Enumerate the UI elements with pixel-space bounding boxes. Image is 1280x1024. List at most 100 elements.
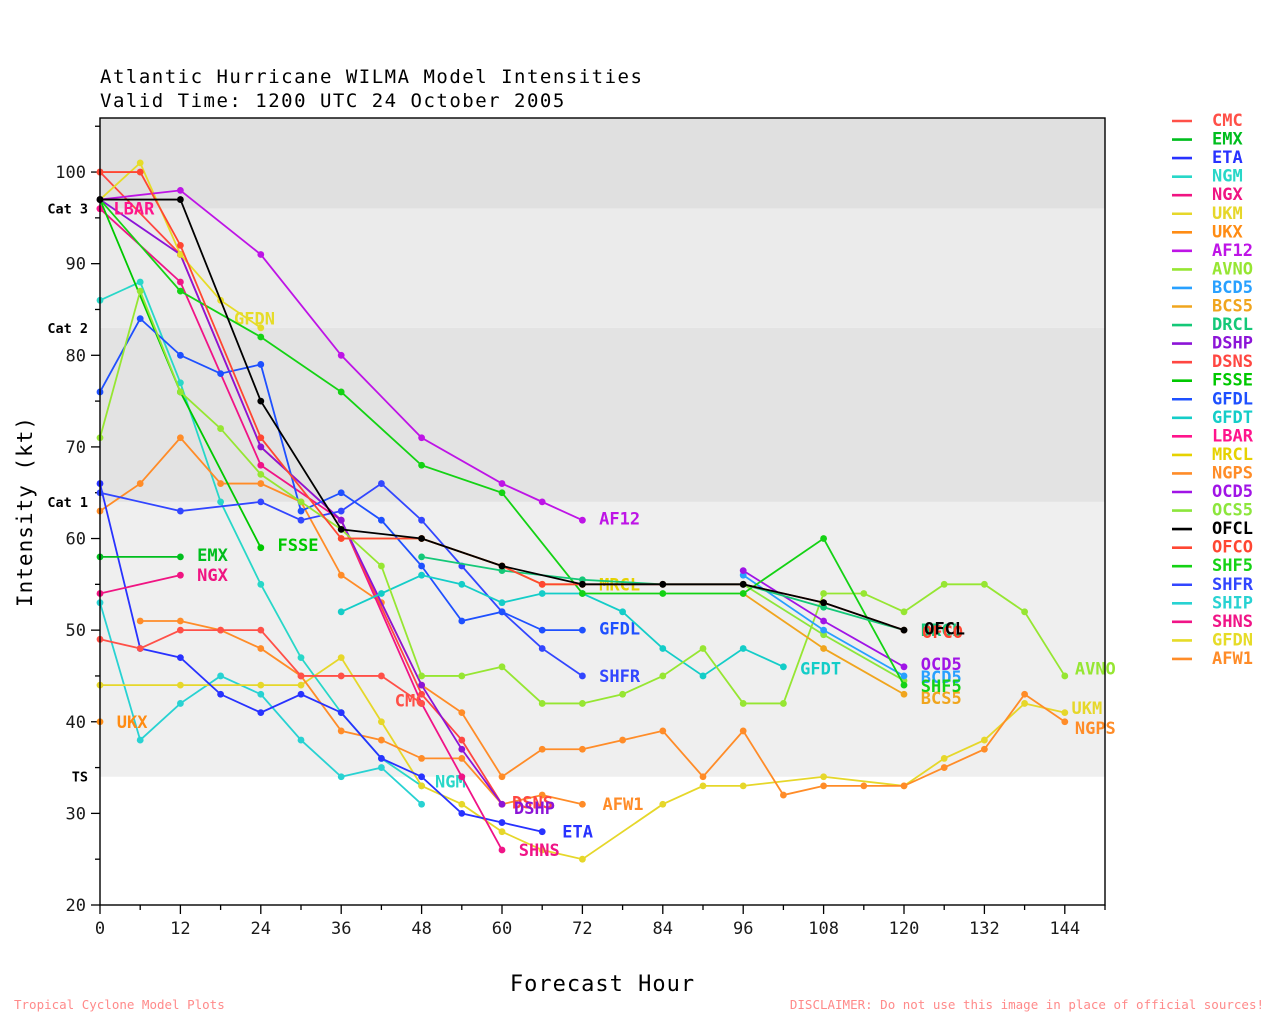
series-point-OCD5 [739,567,747,574]
series-label-BCD5: BCD5 [921,668,962,688]
series-point-UKM [458,800,466,808]
category-band-1 [100,208,1105,328]
legend-label-GFDL: GFDL [1212,389,1253,409]
series-point-OFCL [177,196,184,203]
series-label-UKX: UKX [117,713,148,733]
series-point-BCS5 [900,690,908,698]
series-point-NGM [136,278,144,286]
series-point-OFCL [900,626,908,634]
series-OCD5: OCD5 [739,567,962,675]
series-label-OCD5: OCD5 [921,655,962,675]
series-point-CMC [217,626,225,634]
legend-label-GFDN: GFDN [1212,630,1253,650]
series-point-ETA [337,709,345,717]
series-line-AF12 [99,189,583,522]
series-point-GFDL [337,489,345,497]
series-point-BCD5 [820,626,827,634]
series-point-AVNO [900,608,908,616]
y-tick-label-60: 60 [66,530,86,550]
series-point-GFDN [177,251,184,258]
series-point-SHNS [458,773,466,781]
series-point-OFCL [418,535,425,542]
series-point-GFDT [378,590,385,597]
series-CMC: CMC [96,626,426,712]
x-tick-label-12: 12 [170,919,190,939]
series-point-SHF5 [659,590,667,597]
series-point-DSHP [418,681,425,689]
series-point-FSSE [257,544,265,552]
series-point-CMC [257,626,265,634]
legend-label-ETA: ETA [1212,148,1243,168]
series-point-NGPS [780,791,787,799]
series-point-NGPS [699,773,707,781]
series-point-GFDL [579,626,586,634]
legend-label-DRCL: DRCL [1212,315,1253,335]
chart-title-line2: Valid Time: 1200 UTC 24 October 2005 [100,90,566,112]
category-label-TS: TS [72,770,88,786]
series-point-AF12 [337,351,345,359]
x-tick-label-72: 72 [572,919,592,939]
series-point-UKM [739,782,747,790]
plot-border [99,117,1106,906]
series-label-CMC: CMC [395,692,426,712]
series-point-SHF5 [177,287,184,295]
series-point-DSNS [458,736,466,744]
series-NGX: NGX [96,566,229,597]
series-point-CMC [136,645,144,652]
series-point-AFW1 [579,800,586,808]
series-point-AFW1 [378,736,385,744]
y-axis-label: Intensity (kt) [13,416,37,607]
series-point-UKM [981,736,988,744]
series-point-AVNO [981,580,988,588]
legend-label-OCD5: OCD5 [1212,482,1253,502]
series-label-AFW1: AFW1 [603,795,644,815]
series-point-AF12 [257,251,265,258]
series-point-AVNO [659,672,667,680]
series-point-UKM [579,855,586,863]
series-point-UKM [820,773,827,781]
x-tick-label-84: 84 [653,919,673,939]
y-tick-label-80: 80 [66,346,86,366]
source-credit-text: Tropical Cyclone Model Plots http://dere… [14,975,405,1024]
series-point-SHIP [418,800,425,808]
x-tick-label-108: 108 [808,919,839,939]
disclaimer-text: DISCLAIMER: Do not use this image in pla… [767,975,1264,1024]
series-line-UKM [100,656,1066,861]
series-point-AVNO [177,388,184,396]
series-point-SHFR [579,672,586,680]
series-point-UKM [538,846,546,854]
series-label-UKM: UKM [1072,699,1103,719]
legend-label-OCS5: OCS5 [1212,501,1253,521]
series-point-NGM [177,379,184,387]
series-point-CMC [297,672,305,680]
series-point-OFCL [257,397,265,405]
series-label-GFDT: GFDT [800,660,841,680]
series-point-AFW1 [458,755,466,762]
series-label-NGPS: NGPS [1075,719,1116,739]
series-point-GFDL [217,370,225,378]
series-point-SHNS [177,278,184,286]
series-point-NGPS [136,480,144,487]
series-point-AVNO [940,580,948,588]
series-point-OFCL [498,562,506,570]
series-point-AVNO [860,590,868,597]
series-point-AF12 [418,434,425,442]
series-label-SHF5: SHF5 [921,677,962,697]
series-point-AF12 [177,186,184,194]
x-tick-label-144: 144 [1049,919,1080,939]
series-point-ETA [177,654,184,662]
series-point-OFCL [739,580,747,588]
series-point-DSNS [418,690,425,698]
series-point-DSHP [458,745,466,753]
series-point-ETA [538,828,546,836]
legend-label-OFCL: OFCL [1212,519,1253,539]
series-point-NGPS [940,764,948,771]
series-point-AVNO [418,672,425,680]
series-point-SHNS [498,846,506,854]
series-point-SHF5 [337,388,345,396]
series-point-AF12 [498,480,506,487]
series-point-AVNO [297,498,305,506]
series-point-GFDT [739,645,747,652]
series-point-UKM [659,800,667,808]
x-tick-label-0: 0 [95,919,105,939]
